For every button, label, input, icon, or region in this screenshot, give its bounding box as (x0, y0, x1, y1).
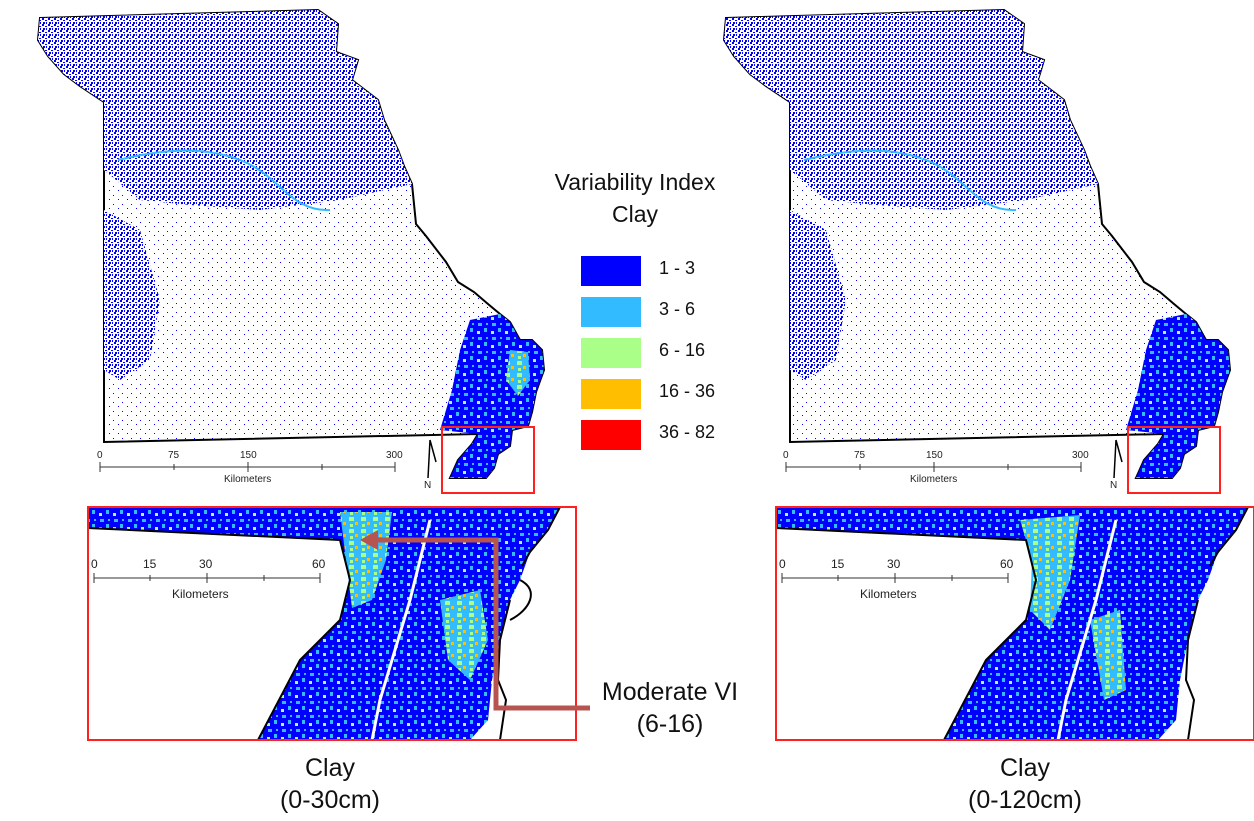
dense-region-west-right (790, 210, 846, 380)
scale-tick-left-3: 300 (386, 450, 403, 461)
dense-region-north-left (38, 10, 412, 210)
legend-title-line1: Variability Index (554, 169, 716, 195)
annotation-line2: (6-16) (636, 710, 704, 738)
legend-title-line2: Clay (611, 201, 658, 227)
scale-bar-right (785, 462, 1082, 472)
legend-label: 6 - 16 (659, 340, 706, 360)
inset-highlight-right (1127, 426, 1221, 494)
caption-left-line1: Clay (304, 754, 355, 782)
inset-warm-zone-left (340, 512, 392, 608)
dense-region-west-left (104, 210, 160, 380)
inset-land-right (776, 507, 1248, 740)
legend-swatch (581, 256, 641, 286)
river-left (117, 149, 331, 212)
inset-map-left (87, 506, 576, 741)
inset-tick-left-0: 0 (91, 557, 98, 571)
scale-bar-left (99, 462, 396, 472)
inset-highlight-left (441, 426, 535, 494)
caption-right-line1: Clay (999, 754, 1050, 782)
inset-tick-right-0: 0 (779, 557, 786, 571)
inset-land-left (88, 507, 560, 740)
inset-warm-zone-right (1020, 515, 1080, 630)
legend-classes: 1 - 3 3 - 6 6 - 16 16 - 36 36 - 82 (581, 256, 751, 450)
inset-warm-zone2-left (440, 590, 488, 680)
inset-tick-right-3: 60 (1000, 557, 1014, 571)
inset-frame-left (87, 506, 577, 741)
legend-swatch (581, 420, 641, 450)
inset-map-right (775, 506, 1254, 741)
legend-swatch (581, 379, 641, 409)
inset-tick-right-1: 15 (831, 557, 845, 571)
legend: Variability Index Clay (525, 166, 745, 230)
legend-label: 16 - 36 (659, 381, 716, 401)
scale-tick-left-0: 0 (97, 450, 103, 461)
inset-unit-left: Kilometers (172, 587, 229, 601)
caption-right: Clay (0-120cm) (915, 752, 1135, 816)
scale-unit-left: Kilometers (224, 474, 271, 485)
scale-unit-right: Kilometers (910, 474, 957, 485)
annotation-line1: Moderate VI (601, 678, 739, 706)
scale-tick-right-3: 300 (1072, 450, 1089, 461)
scale-tick-right-0: 0 (783, 450, 789, 461)
legend-swatch (581, 297, 641, 327)
annotation-arrow (360, 530, 590, 711)
inset-warm-zone2-right (1090, 610, 1126, 700)
dense-region-north-right (724, 10, 1098, 210)
scale-tick-left-1: 75 (168, 450, 180, 461)
scale-tick-right-2: 150 (926, 450, 943, 461)
inset-tick-left-3: 60 (312, 557, 326, 571)
north-label-left: N (424, 480, 431, 491)
annotation-text: Moderate VI (6-16) (585, 676, 755, 740)
caption-left-line2: (0-30cm) (279, 786, 380, 814)
scale-tick-left-2: 150 (240, 450, 257, 461)
north-arrow-left (427, 439, 437, 479)
caption-right-line2: (0-120cm) (968, 786, 1082, 814)
bootheel-warm-left (506, 350, 530, 396)
inset-tick-left-2: 30 (199, 557, 213, 571)
caption-left: Clay (0-30cm) (230, 752, 430, 816)
river-right (803, 149, 1017, 212)
state-map-left (36, 8, 546, 479)
inset-tick-left-1: 15 (143, 557, 157, 571)
legend-label: 36 - 82 (659, 422, 716, 442)
inset-frame-right (775, 506, 1254, 741)
legend-label: 1 - 3 (659, 258, 696, 278)
bootheel-region-right (1126, 314, 1230, 478)
state-map-right (722, 8, 1232, 479)
north-label-right: N (1110, 480, 1117, 491)
inset-boundary-right (775, 506, 1249, 741)
scale-tick-right-1: 75 (854, 450, 866, 461)
legend-swatch (581, 338, 641, 368)
north-arrow-right (1113, 439, 1123, 479)
inset-tick-right-2: 30 (887, 557, 901, 571)
inset-unit-right: Kilometers (860, 587, 917, 601)
inset-boundary-river-left (509, 579, 532, 621)
legend-label: 3 - 6 (659, 299, 696, 319)
